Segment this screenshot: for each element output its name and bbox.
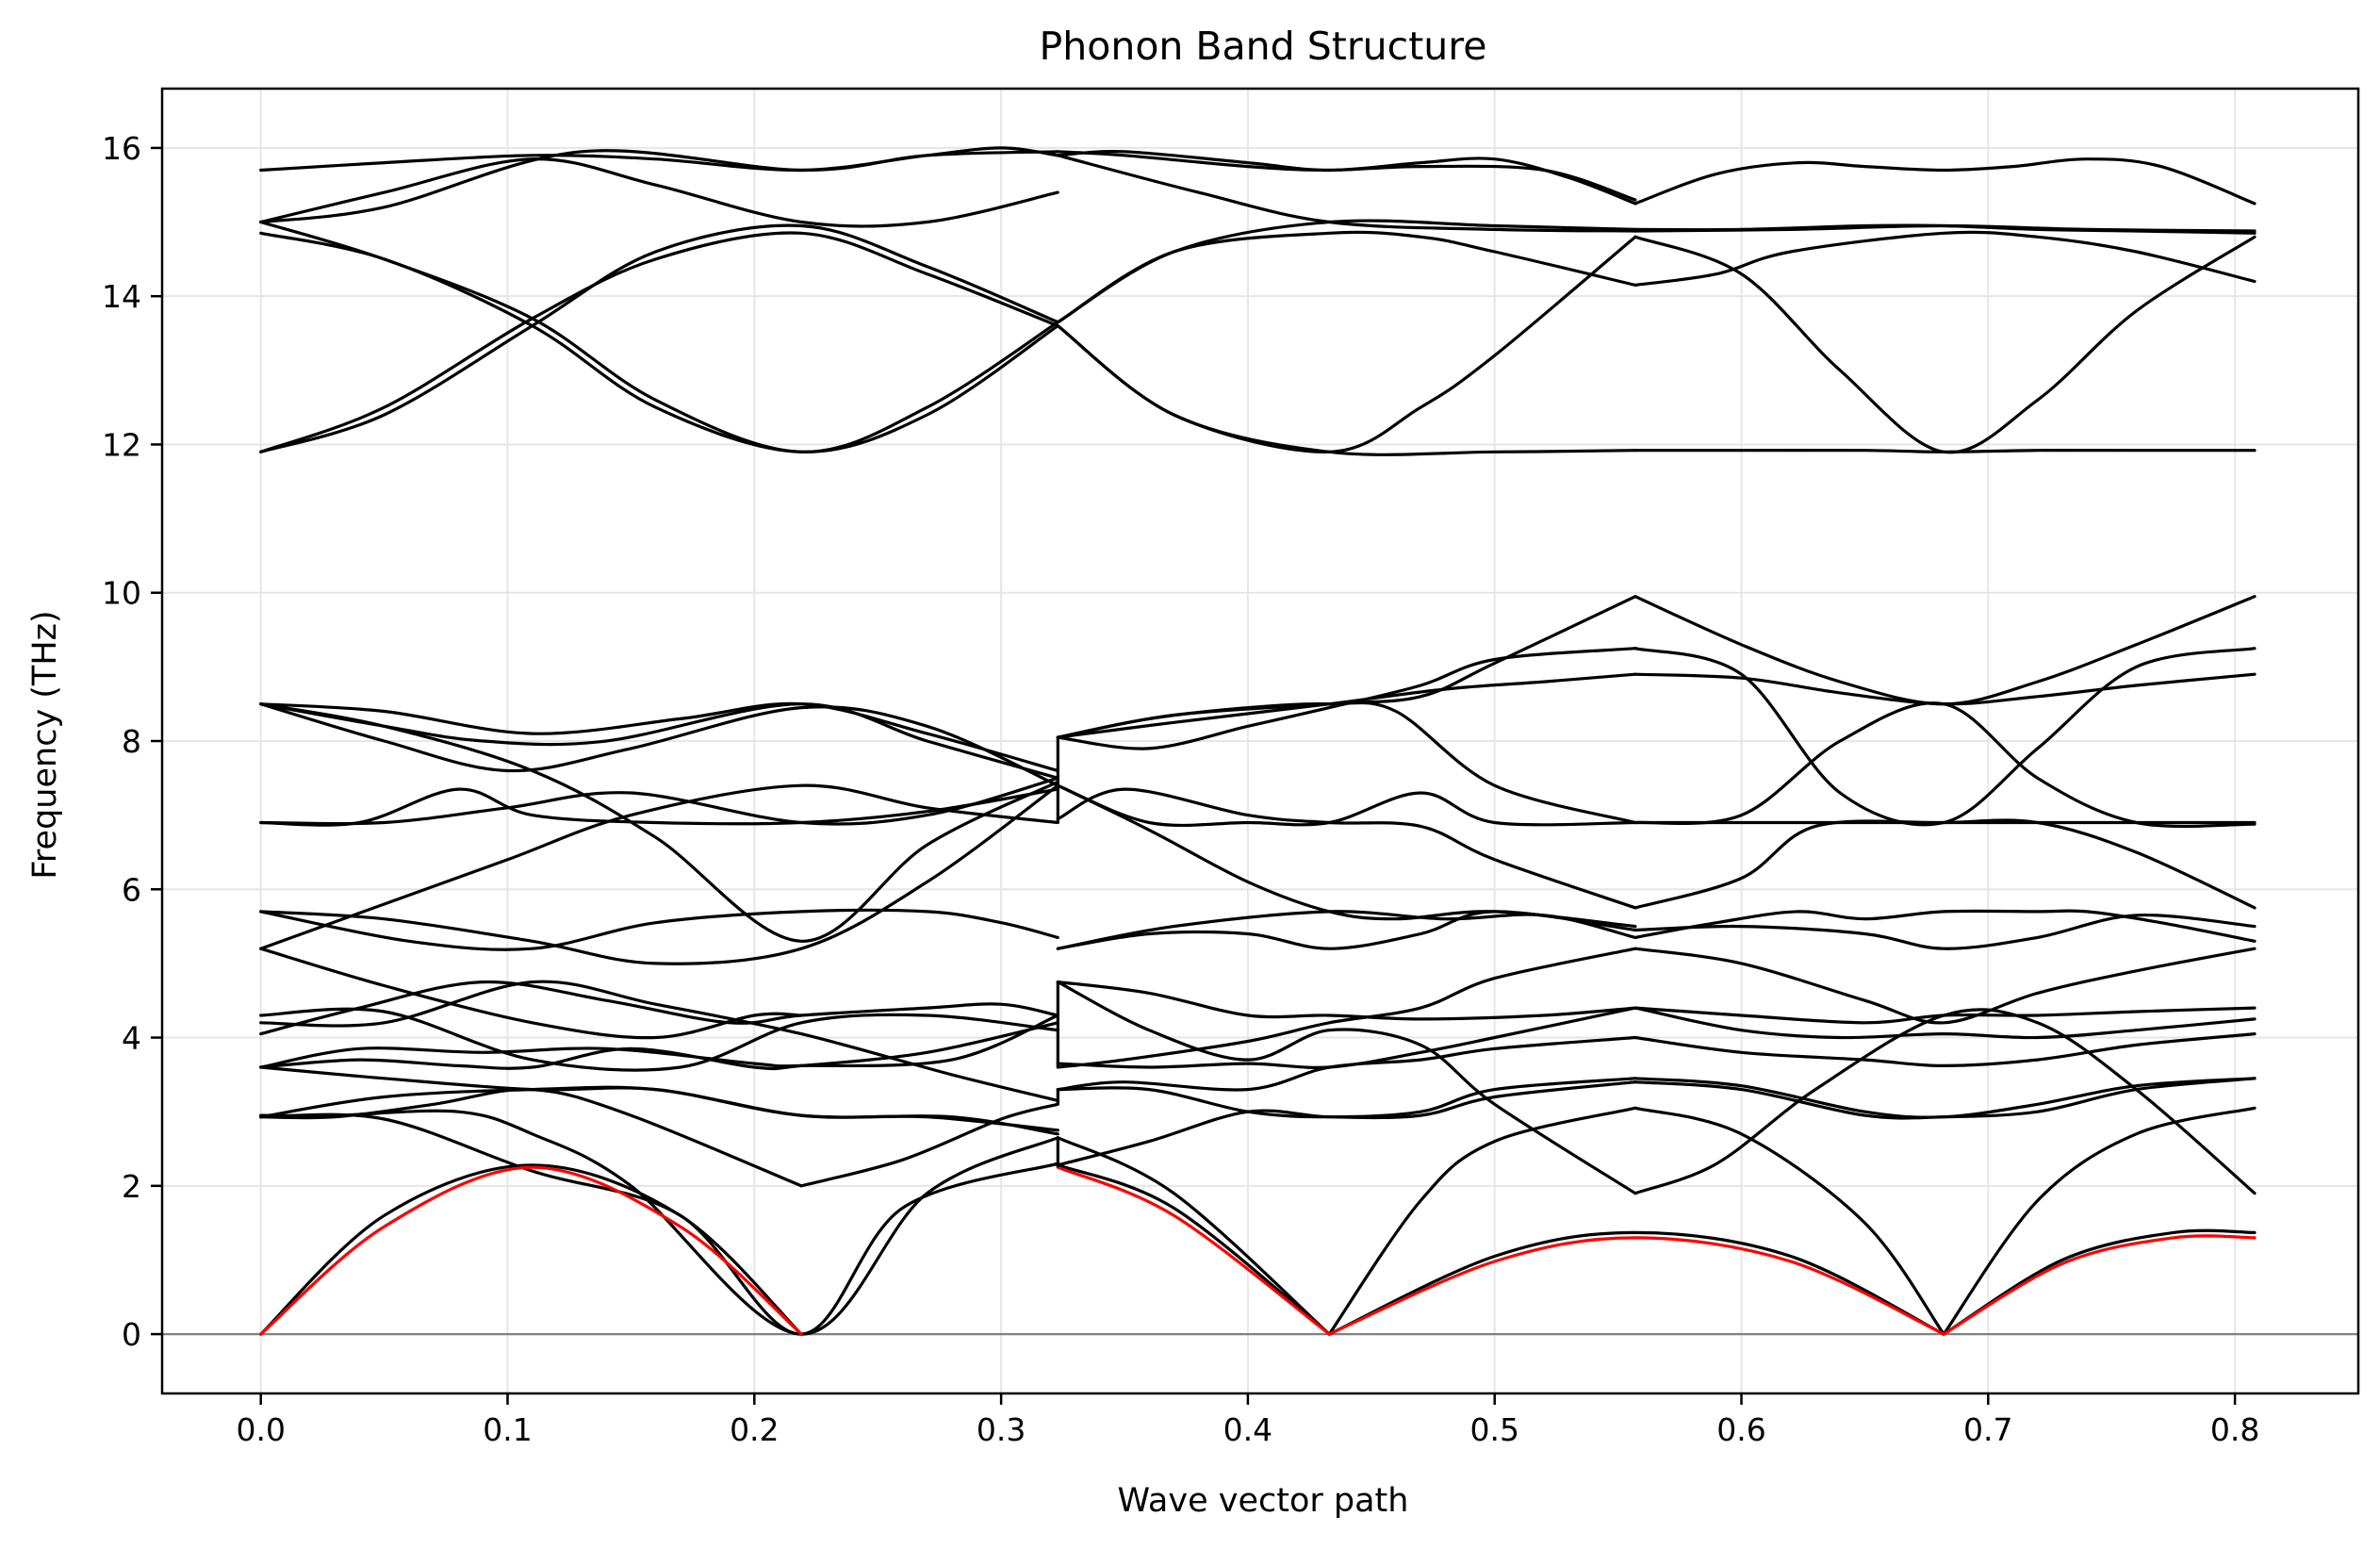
band-line xyxy=(1056,150,1637,202)
band-line xyxy=(259,220,1059,453)
band-line xyxy=(259,908,1059,951)
x-tick-label: 0.5 xyxy=(1469,1411,1518,1448)
x-tick-label: 0.1 xyxy=(483,1411,532,1448)
band-line xyxy=(259,702,1059,787)
highlighted-band-line xyxy=(1056,1165,1331,1336)
band-line xyxy=(259,146,1059,173)
band-line xyxy=(259,1065,1059,1132)
y-tick-label: 0 xyxy=(122,1316,141,1353)
band-line xyxy=(1056,947,1637,1069)
band-line xyxy=(1056,1077,1637,1119)
highlighted-band-line xyxy=(259,1165,803,1336)
x-tick-label: 0.7 xyxy=(1963,1411,2012,1448)
x-tick-label: 0.8 xyxy=(2210,1411,2259,1448)
highlighted-band-line xyxy=(1327,1236,1945,1336)
band-line xyxy=(259,231,1059,453)
band-line xyxy=(1056,980,1637,1021)
band-line xyxy=(259,980,1059,1102)
band-line xyxy=(1056,783,1637,828)
chart-title: Phonon Band Structure xyxy=(1040,24,1487,69)
y-tick-label: 10 xyxy=(102,575,141,612)
grid-lines xyxy=(162,89,2358,1393)
band-line xyxy=(1633,230,2257,287)
band-line xyxy=(1633,223,2257,233)
band-line xyxy=(1633,1077,2257,1119)
band-line xyxy=(1056,672,1637,739)
y-tick-label: 12 xyxy=(102,426,141,463)
x-tick-label: 0.4 xyxy=(1223,1411,1272,1448)
band-line xyxy=(1633,672,2257,706)
band-line xyxy=(1633,1106,1945,1336)
band-line xyxy=(259,702,1059,780)
band-line xyxy=(1633,1006,2257,1040)
y-axis-ticks: 0 2 4 6 8 10 12 14 16 xyxy=(102,130,162,1353)
band-line xyxy=(259,980,1059,1036)
y-tick-label: 14 xyxy=(102,278,141,315)
band-line xyxy=(259,1163,803,1336)
x-tick-label: 0.2 xyxy=(730,1411,779,1448)
x-tick-label: 0.0 xyxy=(236,1411,285,1448)
band-line xyxy=(1633,947,2257,1025)
y-tick-label: 2 xyxy=(122,1168,141,1205)
band-line xyxy=(1633,1032,2257,1067)
band-line xyxy=(259,787,1059,827)
band-line xyxy=(1056,595,1637,739)
band-line xyxy=(1633,909,2257,943)
band-line xyxy=(1633,913,2257,950)
band-line xyxy=(1056,1136,1331,1336)
band-line xyxy=(1056,980,1637,1195)
band-line xyxy=(259,223,1059,453)
band-line xyxy=(1633,157,2257,206)
band-line xyxy=(259,149,1059,224)
band-line xyxy=(259,776,1059,826)
y-tick-label: 4 xyxy=(122,1020,141,1057)
band-line xyxy=(259,701,1059,773)
band-line xyxy=(259,1007,1059,1072)
band-line xyxy=(1056,324,1637,456)
y-tick-label: 16 xyxy=(102,130,141,167)
x-axis-ticks: 0.0 0.1 0.2 0.3 0.4 0.5 0.6 0.7 0.8 xyxy=(236,1393,2259,1448)
band-line xyxy=(1056,783,1637,929)
band-line xyxy=(259,1021,1059,1071)
band-line xyxy=(259,783,1059,965)
band-line xyxy=(1633,1008,2257,1195)
band-line xyxy=(1327,1230,1945,1336)
band-line xyxy=(1056,154,1637,233)
band-line xyxy=(259,947,803,1040)
x-axis-label: Wave vector path xyxy=(1118,1482,1409,1520)
band-line xyxy=(259,1013,1059,1069)
band-line xyxy=(1056,1006,1637,1069)
band-line xyxy=(259,157,1059,228)
x-tick-label: 0.6 xyxy=(1716,1411,1765,1448)
band-line xyxy=(1327,1106,1637,1336)
band-line xyxy=(799,1102,1059,1188)
y-axis-label: Frequency (THz) xyxy=(26,610,64,879)
band-lines xyxy=(259,146,2257,1336)
band-line xyxy=(1633,647,2257,827)
band-line xyxy=(1633,449,2257,453)
y-tick-label: 8 xyxy=(122,723,141,760)
x-tick-label: 0.3 xyxy=(977,1411,1026,1448)
band-line xyxy=(1942,1106,2257,1336)
band-line xyxy=(259,1112,1059,1336)
highlighted-band-line xyxy=(1942,1234,2257,1336)
y-tick-label: 6 xyxy=(122,871,141,908)
band-line xyxy=(259,783,1059,950)
